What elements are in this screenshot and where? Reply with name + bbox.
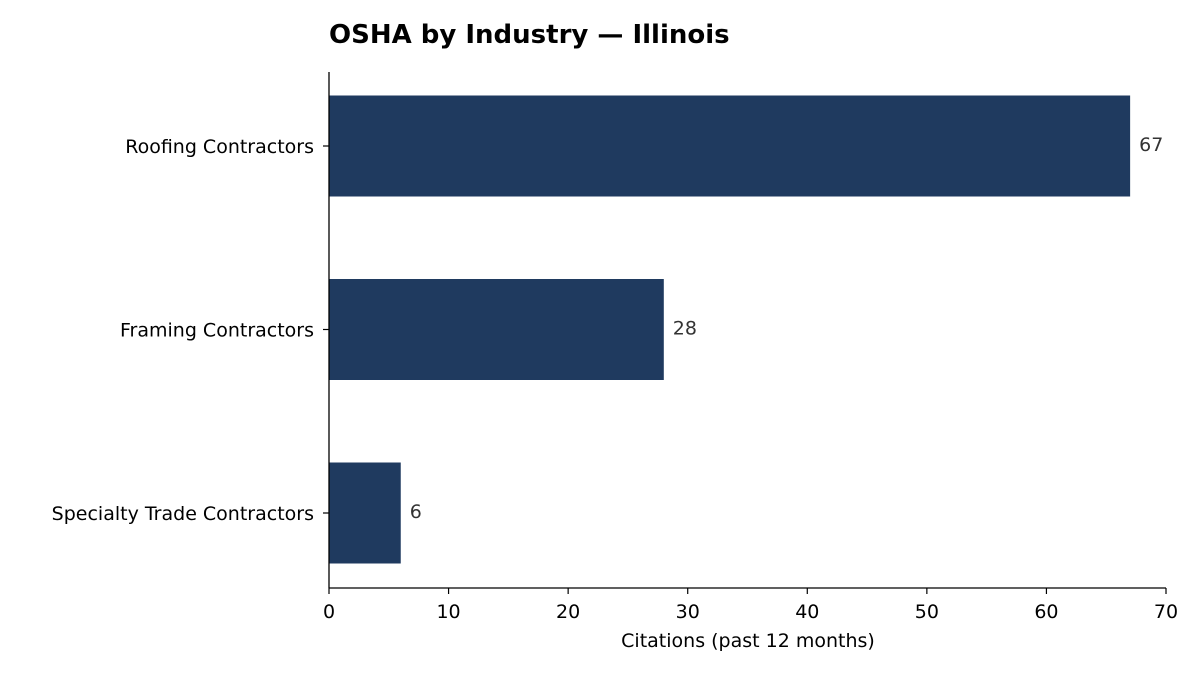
x-axis-label: Citations (past 12 months) xyxy=(621,630,875,652)
x-tick-label: 20 xyxy=(556,601,580,623)
x-tick-label: 40 xyxy=(795,601,819,623)
bar-framing-contractors xyxy=(329,279,664,380)
axes-group: 0 10 20 30 40 50 60 70 xyxy=(323,72,1178,623)
x-tick-label: 0 xyxy=(323,601,335,623)
category-label-specialty-trade-contractors: Specialty Trade Contractors xyxy=(52,503,314,525)
x-tick-label: 10 xyxy=(436,601,460,623)
value-labels-group: 67 28 6 xyxy=(410,134,1164,523)
x-tick-label: 30 xyxy=(676,601,700,623)
category-label-roofing-contractors: Roofing Contractors xyxy=(125,136,314,158)
x-tick-label: 60 xyxy=(1034,601,1058,623)
value-label-specialty-trade-contractors: 6 xyxy=(410,501,422,523)
bar-roofing-contractors xyxy=(329,95,1131,197)
bars-group xyxy=(329,95,1131,564)
chart-title: OSHA by Industry — Illinois xyxy=(329,20,730,50)
category-label-framing-contractors: Framing Contractors xyxy=(120,320,314,342)
value-label-roofing-contractors: 67 xyxy=(1139,134,1163,156)
x-tick-label: 50 xyxy=(915,601,939,623)
category-labels-group: Roofing Contractors Framing Contractors Sp… xyxy=(52,136,314,525)
value-label-framing-contractors: 28 xyxy=(673,318,697,340)
bar-specialty-trade-contractors xyxy=(329,462,401,564)
x-tick-label: 70 xyxy=(1154,601,1178,623)
